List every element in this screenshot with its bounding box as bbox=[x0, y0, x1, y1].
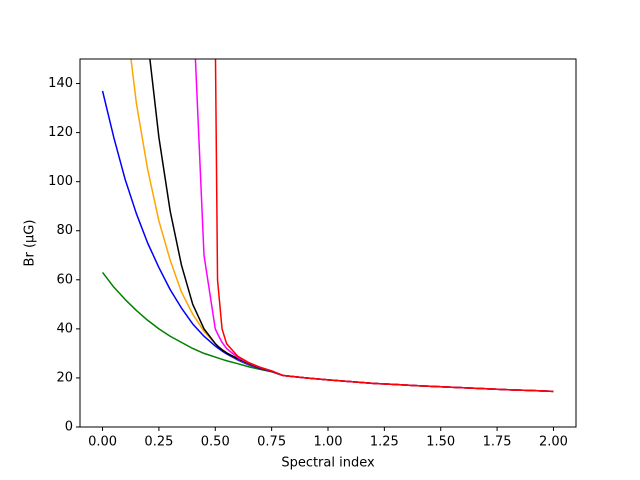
x-tick-label: 1.00 bbox=[314, 435, 343, 450]
y-tick-label: 120 bbox=[48, 125, 73, 140]
x-tick-label: 2.00 bbox=[539, 435, 568, 450]
x-tick-label: 0.75 bbox=[257, 435, 286, 450]
y-tick-label: 40 bbox=[56, 321, 73, 336]
y-tick-label: 100 bbox=[48, 174, 73, 189]
y-tick-label: 60 bbox=[56, 272, 73, 287]
y-axis-label: Br (μG) bbox=[23, 220, 38, 267]
y-tick-label: 80 bbox=[56, 223, 73, 238]
series-line bbox=[214, 59, 554, 393]
x-tick-label: 0.50 bbox=[201, 435, 230, 450]
x-tick-label: 1.25 bbox=[370, 435, 399, 450]
axes-frame bbox=[79, 58, 577, 428]
series-line bbox=[101, 90, 554, 393]
y-tick-label: 0 bbox=[65, 420, 73, 435]
x-tick-label: 0.00 bbox=[88, 435, 117, 450]
y-tick-label: 140 bbox=[48, 76, 73, 91]
series-line bbox=[149, 59, 554, 393]
x-tick-label: 1.75 bbox=[483, 435, 512, 450]
x-axis-label: Spectral index bbox=[281, 456, 375, 471]
y-tick-label: 20 bbox=[56, 370, 73, 385]
plot-area bbox=[101, 59, 554, 393]
x-tick-label: 0.25 bbox=[144, 435, 173, 450]
series-line bbox=[130, 59, 554, 393]
x-tick-label: 1.50 bbox=[426, 435, 455, 450]
